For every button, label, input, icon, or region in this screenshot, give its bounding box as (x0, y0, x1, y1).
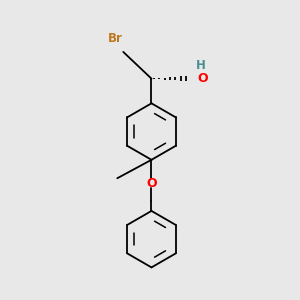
Text: O: O (197, 72, 208, 85)
Text: H: H (196, 59, 206, 72)
Text: Br: Br (107, 32, 122, 45)
Text: O: O (146, 177, 157, 190)
